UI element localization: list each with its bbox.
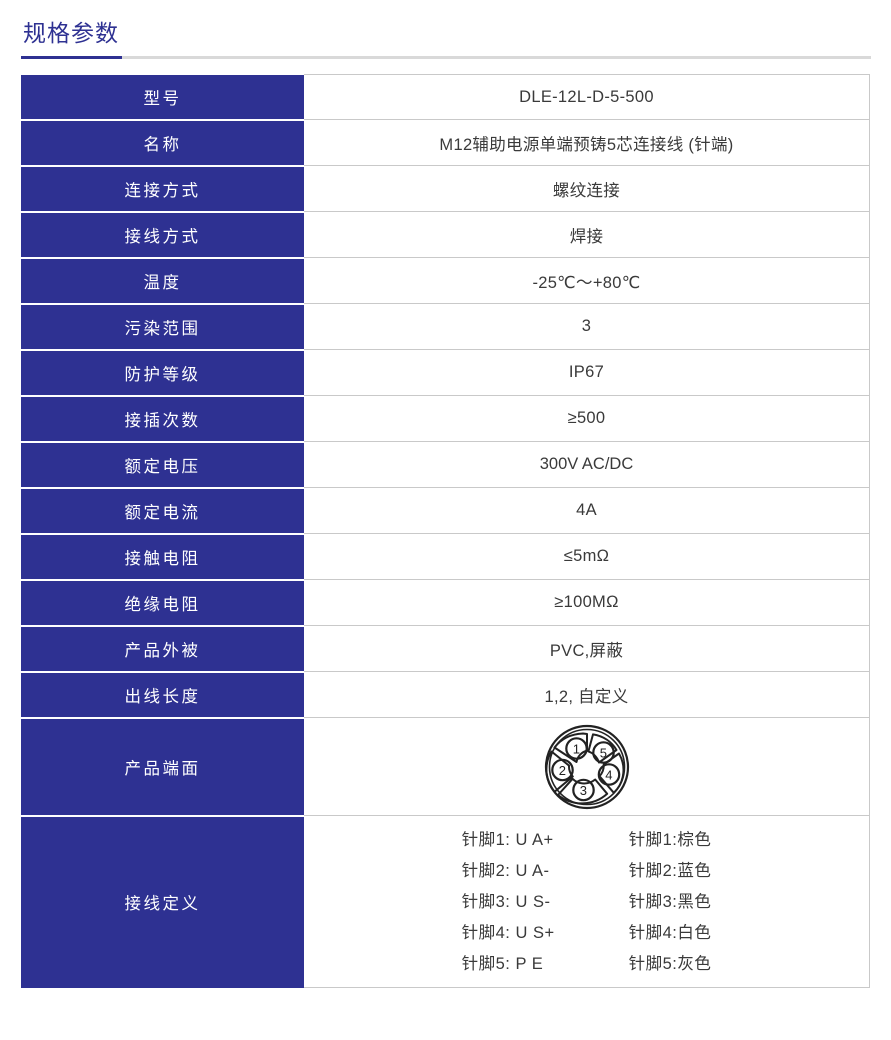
row-value: PVC,屏蔽 <box>304 625 870 672</box>
pinout-signal-column: 针脚1: U A+ 针脚2: U A- 针脚3: U S- 针脚4: U S+ … <box>462 826 555 979</box>
m12-5pin-connector-face-icon: 1 2 3 4 5 <box>544 724 629 809</box>
section-header: 规格参数 <box>21 18 871 59</box>
pinout-color-line: 针脚2:蓝色 <box>628 862 712 880</box>
row-label: 额定电压 <box>21 440 304 489</box>
row-value: 1,2, 自定义 <box>304 671 870 718</box>
row-value: ≤5mΩ <box>304 533 870 580</box>
page-title: 规格参数 <box>23 20 119 46</box>
row-value: 螺纹连接 <box>304 165 870 212</box>
table-row: 额定电流 4A <box>21 486 870 535</box>
table-row-pinout: 接线定义 针脚1: U A+ 针脚2: U A- 针脚3: U S- 针脚4: … <box>21 814 870 988</box>
pinout-color-line: 针脚4:白色 <box>628 924 712 942</box>
pinout-color-line: 针脚5:灰色 <box>628 955 712 973</box>
title-divider-accent <box>21 56 122 59</box>
pinout-signal-line: 针脚1: U A+ <box>461 831 554 849</box>
row-value: 焊接 <box>304 211 870 258</box>
row-label: 接线方式 <box>21 210 304 259</box>
title-divider <box>21 56 871 59</box>
table-row: 接线方式 焊接 <box>21 210 870 259</box>
pinout-signal-line: 针脚4: U S+ <box>461 924 555 942</box>
row-label: 产品外被 <box>21 624 304 673</box>
pin-number-1: 1 <box>572 741 580 756</box>
table-row: 连接方式 螺纹连接 <box>21 164 870 213</box>
row-label: 额定电流 <box>21 486 304 535</box>
table-row: 名称 M12辅助电源单端预铸5芯连接线 (针端) <box>21 118 870 167</box>
row-value: 3 <box>304 303 870 350</box>
row-value: DLE-12L-D-5-500 <box>304 74 870 120</box>
pinout-columns: 针脚1: U A+ 针脚2: U A- 针脚3: U S- 针脚4: U S+ … <box>304 816 869 987</box>
pinout-signal-line: 针脚3: U S- <box>461 893 551 911</box>
row-label: 型号 <box>21 74 304 121</box>
table-row: 产品外被 PVC,屏蔽 <box>21 624 870 673</box>
row-value: -25℃～+80℃ <box>304 257 870 304</box>
pinout-color-column: 针脚1:棕色 针脚2:蓝色 针脚3:黑色 针脚4:白色 针脚5:灰色 <box>629 826 712 979</box>
spec-table-body: 型号 DLE-12L-D-5-500 名称 M12辅助电源单端预铸5芯连接线 (… <box>21 74 870 988</box>
row-value: 4A <box>304 487 870 534</box>
row-label: 防护等级 <box>21 348 304 397</box>
table-row: 额定电压 300V AC/DC <box>21 440 870 489</box>
pinout-color-line: 针脚3:黑色 <box>628 893 712 911</box>
row-label: 出线长度 <box>21 670 304 719</box>
table-row: 绝缘电阻 ≥100MΩ <box>21 578 870 627</box>
end-face-diagram-wrap: 1 2 3 4 5 <box>304 718 869 815</box>
table-row-end-face: 产品端面 <box>21 716 870 817</box>
spec-table: 型号 DLE-12L-D-5-500 名称 M12辅助电源单端预铸5芯连接线 (… <box>21 74 870 988</box>
row-value: 1 2 3 4 5 <box>304 717 870 816</box>
pin-number-5: 5 <box>599 745 607 760</box>
row-value: IP67 <box>304 349 870 396</box>
row-value: 针脚1: U A+ 针脚2: U A- 针脚3: U S- 针脚4: U S+ … <box>304 815 870 988</box>
pin-number-3: 3 <box>579 783 587 798</box>
row-label: 污染范围 <box>21 302 304 351</box>
row-value: M12辅助电源单端预铸5芯连接线 (针端) <box>304 119 870 166</box>
pinout-signal-line: 针脚2: U A- <box>461 862 550 880</box>
table-row: 出线长度 1,2, 自定义 <box>21 670 870 719</box>
table-row: 防护等级 IP67 <box>21 348 870 397</box>
table-row: 接插次数 ≥500 <box>21 394 870 443</box>
row-label: 连接方式 <box>21 164 304 213</box>
row-label: 名称 <box>21 118 304 167</box>
row-value: 300V AC/DC <box>304 441 870 488</box>
row-label: 接线定义 <box>21 814 304 988</box>
pin-number-4: 4 <box>605 767 613 782</box>
row-value: ≥500 <box>304 395 870 442</box>
pinout-color-line: 针脚1:棕色 <box>628 831 712 849</box>
table-row: 接触电阻 ≤5mΩ <box>21 532 870 581</box>
row-label: 接触电阻 <box>21 532 304 581</box>
row-label: 温度 <box>21 256 304 305</box>
row-label: 接插次数 <box>21 394 304 443</box>
pinout-signal-line: 针脚5: P E <box>461 955 544 973</box>
row-value: ≥100MΩ <box>304 579 870 626</box>
pin-number-2: 2 <box>558 763 566 778</box>
table-row: 污染范围 3 <box>21 302 870 351</box>
table-row: 温度 -25℃～+80℃ <box>21 256 870 305</box>
row-label: 产品端面 <box>21 716 304 817</box>
row-label: 绝缘电阻 <box>21 578 304 627</box>
table-row: 型号 DLE-12L-D-5-500 <box>21 74 870 121</box>
